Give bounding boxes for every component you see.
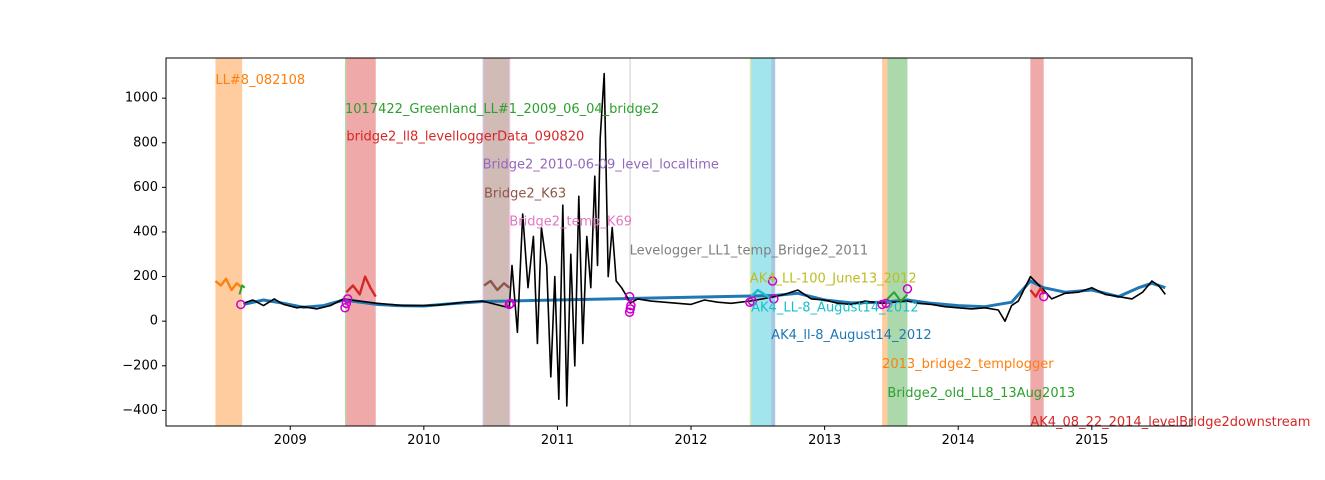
y-tick-label-0: −400 (122, 403, 158, 418)
y-tick-label-2: 0 (150, 314, 158, 329)
span-label-10: 2013_bridge2_templogger (882, 357, 1054, 372)
marker-point-15 (881, 298, 891, 309)
marker-point-5 (505, 298, 516, 309)
x-tick-label-0: 2009 (274, 433, 307, 448)
span-band-4 (483, 58, 510, 426)
y-tick-label-7: 1000 (125, 91, 158, 106)
span-label-5: Bridge2_temp_K69 (509, 214, 632, 229)
span-label-9: AK4_ll-8_August14_2012 (771, 328, 932, 343)
marker-point-1 (340, 303, 350, 313)
axes-frame (165, 57, 1193, 427)
marker-point-12 (769, 294, 779, 304)
span-band-7 (749, 58, 752, 426)
span-band-2 (346, 58, 376, 426)
span-band-5 (509, 58, 511, 426)
series-line-1-black-main (243, 72, 1166, 407)
marker-point-11 (747, 296, 758, 306)
y-tick-label-5: 600 (133, 180, 158, 195)
span-label-2: bridge2_ll8_levelloggerData_090820 (346, 130, 584, 145)
marker-point-17 (1038, 291, 1049, 302)
series-line-3-green (238, 284, 246, 295)
series-line-7-green (886, 291, 909, 303)
y-tick-label-4: 400 (133, 224, 158, 239)
marker-point-14 (877, 299, 887, 310)
span-label-1: 1017422_Greenland_LL#1_2009_06_04_bridge… (345, 102, 659, 117)
series-line-4-red (345, 275, 377, 298)
x-tick-label-2: 2011 (541, 433, 574, 448)
span-band-6 (629, 58, 631, 426)
y-axis: −400 −200 0 200 400 600 800 1000 (122, 91, 166, 418)
marker-point-8 (626, 300, 636, 311)
series-line-2-orange (214, 277, 243, 292)
series-line-6-cyan (750, 288, 772, 300)
span-band-3 (482, 58, 484, 426)
marker-point-16 (902, 284, 913, 294)
marker-point-13 (767, 276, 778, 286)
span-band-11 (887, 58, 908, 426)
span-label-7: AK4_LL-100_June13_2012 (750, 271, 917, 286)
span-band-10 (882, 58, 888, 426)
x-tick-label-6: 2015 (1075, 433, 1108, 448)
span-label-12: AK4_08_22_2014_levelBridge2downstream (1030, 415, 1310, 430)
span-label-11: Bridge2_old_LL8_13Aug2013 (887, 386, 1075, 401)
span-label-layer: LL#8_082108 1017422_Greenland_LL#1_2009_0… (215, 73, 1310, 430)
span-label-0: LL#8_082108 (215, 73, 305, 88)
marker-point-0 (236, 299, 246, 310)
x-tick-label-3: 2012 (674, 433, 707, 448)
span-band-0 (215, 58, 243, 426)
marker-layer (236, 276, 1049, 318)
span-band-12 (1030, 58, 1044, 426)
x-tick-label-1: 2010 (407, 433, 440, 448)
series-line-5-brown (483, 279, 511, 292)
marker-point-9 (624, 291, 635, 302)
marker-point-2 (341, 298, 352, 309)
marker-point-4 (504, 299, 515, 310)
span-label-3: Bridge2_2010-06-09_level_localtime (483, 158, 719, 173)
span-band-8 (751, 58, 772, 426)
span-label-6: Levelogger_LL1_temp_Bridge2_2011 (630, 243, 869, 258)
y-tick-label-3: 200 (133, 269, 158, 284)
span-label-4: Bridge2_K63 (484, 187, 566, 202)
marker-point-3 (342, 294, 353, 304)
x-tick-label-4: 2013 (808, 433, 841, 448)
series-layer (214, 72, 1166, 407)
x-axis: 2009 2010 2011 2012 2013 2014 2015 (274, 426, 1108, 448)
span-label-8: AK4_LL-8_August14_2012 (751, 300, 919, 315)
span-band-9 (771, 58, 776, 426)
series-line-8-red (1029, 286, 1045, 298)
span-band-1 (345, 58, 347, 426)
x-tick-label-5: 2014 (942, 433, 975, 448)
span-layer (215, 58, 1044, 426)
y-tick-label-6: 800 (133, 135, 158, 150)
y-tick-label-1: −200 (122, 358, 158, 373)
